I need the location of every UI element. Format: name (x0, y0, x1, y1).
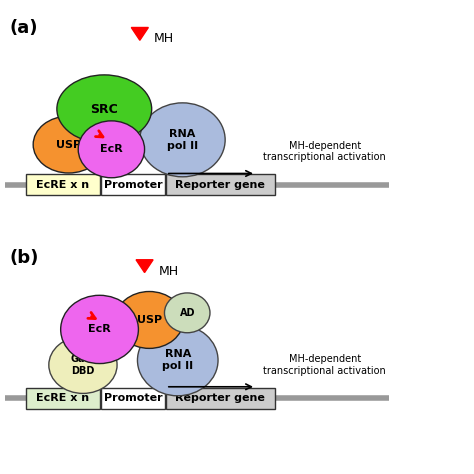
Text: MH-dependent
transcriptional activation: MH-dependent transcriptional activation (264, 354, 386, 376)
Ellipse shape (115, 292, 183, 348)
FancyBboxPatch shape (101, 388, 165, 409)
Text: USP: USP (137, 315, 162, 325)
Ellipse shape (57, 75, 152, 143)
Text: EcR: EcR (88, 324, 111, 335)
Ellipse shape (140, 103, 225, 177)
Text: RNA
pol II: RNA pol II (162, 349, 193, 371)
Text: SRC: SRC (91, 102, 118, 116)
Polygon shape (131, 27, 148, 40)
Text: (a): (a) (9, 19, 38, 37)
Text: Promoter: Promoter (104, 180, 162, 190)
Text: USP: USP (56, 139, 82, 150)
Text: RNA
pol II: RNA pol II (167, 129, 198, 151)
Ellipse shape (33, 116, 104, 173)
FancyBboxPatch shape (166, 388, 275, 409)
Ellipse shape (78, 121, 145, 178)
Text: EcRE x n: EcRE x n (36, 180, 90, 190)
FancyBboxPatch shape (101, 174, 165, 195)
Ellipse shape (164, 293, 210, 333)
FancyBboxPatch shape (26, 388, 100, 409)
Text: EcRE x n: EcRE x n (36, 393, 90, 403)
Polygon shape (136, 260, 153, 273)
Text: Reporter gene: Reporter gene (175, 180, 265, 190)
Text: AD: AD (180, 308, 195, 318)
Text: MH: MH (154, 32, 174, 46)
Text: Reporter gene: Reporter gene (175, 393, 265, 403)
Text: (b): (b) (9, 249, 39, 267)
Text: Gal4
DBD: Gal4 DBD (71, 354, 95, 376)
Text: EcR: EcR (100, 144, 123, 155)
Ellipse shape (61, 295, 138, 364)
Text: MH-dependent
transcriptional activation: MH-dependent transcriptional activation (264, 141, 386, 163)
Text: Promoter: Promoter (104, 393, 162, 403)
Text: MH: MH (159, 264, 179, 278)
FancyBboxPatch shape (166, 174, 275, 195)
Ellipse shape (49, 337, 117, 393)
FancyBboxPatch shape (26, 174, 100, 195)
Ellipse shape (137, 325, 218, 396)
